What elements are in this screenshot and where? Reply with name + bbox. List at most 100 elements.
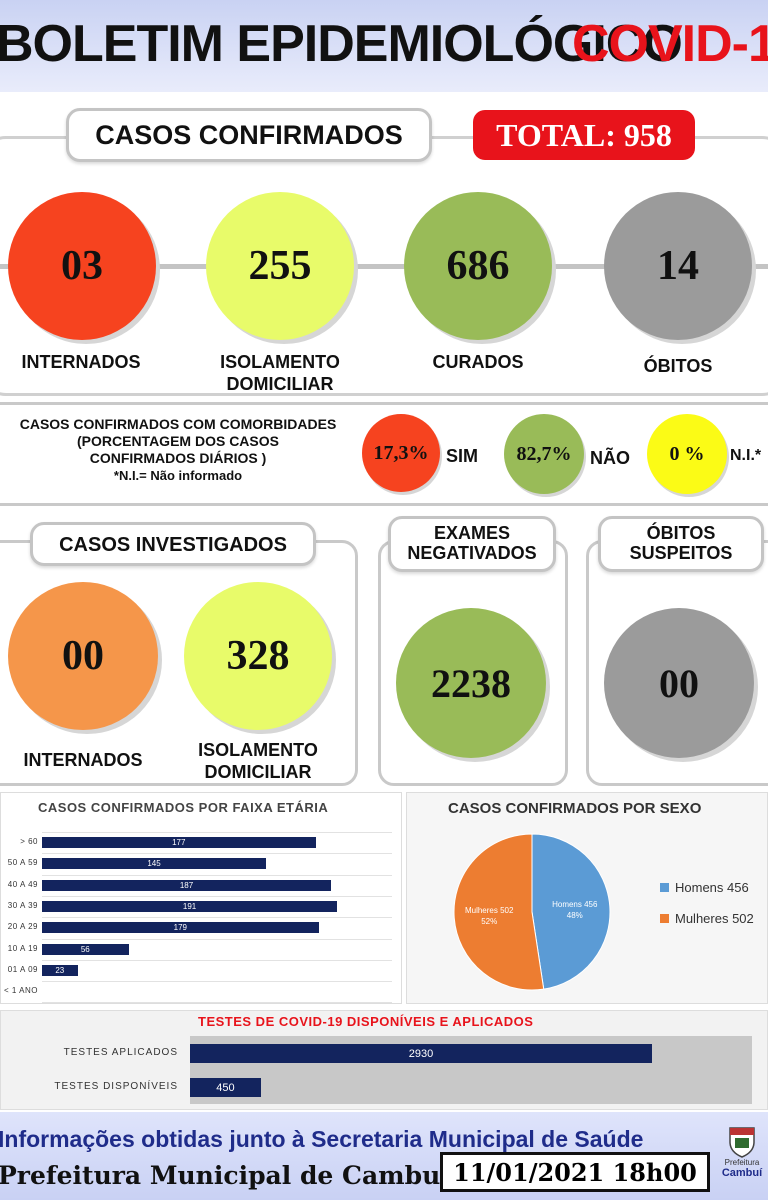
- age-axis-label: > 60: [20, 837, 38, 847]
- comorbid-yes-circle: 17,3%: [362, 414, 440, 492]
- investigated-hospitalized-label: INTERNADOS: [23, 750, 143, 770]
- tests-bar-track: [190, 1070, 752, 1104]
- age-gridline: [42, 1002, 392, 1004]
- confirmed-hospitalized-value: 03: [61, 243, 103, 289]
- confirmed-cured-circle: 686: [404, 192, 552, 340]
- footer-source: Informações obtidas junto à Secretaria M…: [0, 1126, 644, 1152]
- legend-swatch-women: [660, 914, 669, 923]
- suspect-deaths-value: 00: [659, 660, 699, 706]
- total-badge: TOTAL: 958: [473, 110, 695, 160]
- age-gridline: [42, 917, 392, 919]
- pie-slice-percent: 52%: [481, 917, 497, 926]
- prefecture-logo: Prefeitura Cambuí: [716, 1124, 768, 1198]
- investigated-hospitalized-circle: 00: [8, 582, 158, 730]
- age-bar: 179: [42, 922, 319, 934]
- age-gridline: [42, 853, 392, 855]
- pie-slice: [531, 833, 611, 990]
- header-banner: BOLETIM EPIDEMIOLÓGICO COVID-19: [0, 0, 768, 92]
- bulletin-title: BOLETIM EPIDEMIOLÓGICO: [0, 15, 683, 73]
- investigated-heading: CASOS INVESTIGADOS: [30, 522, 316, 566]
- comorbid-ni-circle: 0 %: [647, 414, 727, 494]
- confirmed-cured-label: CURADOS: [432, 352, 524, 372]
- comorbidities-line2: (PORCENTAGEM DOS CASOS: [77, 433, 279, 449]
- comorbidities-line1: CASOS CONFIRMADOS COM COMORBIDADES: [19, 416, 337, 432]
- age-gridline: [42, 874, 392, 876]
- comorbid-no-circle: 82,7%: [504, 414, 584, 494]
- sex-pie-chart: Homens 456 48% Mulheres 502 52%: [453, 833, 611, 991]
- tests-bar: 450: [190, 1078, 261, 1097]
- comorbid-yes-value: 17,3%: [373, 441, 429, 464]
- legend-label-men: Homens 456: [675, 880, 749, 895]
- confirmed-home-isolation-circle: 255: [206, 192, 354, 340]
- confirmed-deaths-label: ÓBITOS: [643, 356, 713, 376]
- age-bar: 23: [42, 964, 78, 976]
- negatives-heading-line2: NEGATIVADOS: [407, 542, 537, 563]
- sex-chart-title: CASOS CONFIRMADOS POR SEXO: [448, 800, 702, 817]
- age-bar: 145: [42, 858, 267, 870]
- age-gridline: [42, 959, 392, 961]
- age-bar: 56: [42, 943, 129, 955]
- connector-line: [0, 264, 768, 269]
- age-bar: 191: [42, 901, 338, 913]
- confirmed-hospitalized-circle: 03: [8, 192, 156, 340]
- confirmed-home-isolation-value: 255: [248, 243, 312, 289]
- age-axis-label: 30 A 39: [7, 901, 38, 911]
- age-gridline: [42, 895, 392, 897]
- comorbid-ni-label: N.I.*: [730, 447, 762, 464]
- suspect-deaths-circle: 00: [604, 608, 754, 758]
- age-axis-label: 40 A 49: [7, 879, 38, 889]
- footer-prefecture: Prefeitura Municipal de Cambuí: [0, 1161, 450, 1190]
- age-axis-label: 50 A 59: [7, 858, 38, 868]
- investigated-hospitalized-value: 00: [62, 633, 104, 679]
- negatives-heading: EXAMES NEGATIVADOS: [388, 516, 556, 572]
- comorbidities-line3: CONFIRMADOS DIÁRIOS ): [89, 450, 267, 466]
- comorbidities-note: *N.I.= Não informado: [113, 468, 243, 483]
- negatives-heading-line1: EXAMES: [433, 523, 511, 543]
- confirmed-heading: CASOS CONFIRMADOS: [66, 108, 432, 162]
- comorbidities-text: CASOS CONFIRMADOS COM COMORBIDADES (PORC…: [0, 416, 356, 484]
- sex-legend: Homens 456 Mulheres 502: [660, 880, 754, 926]
- age-chart-title: CASOS CONFIRMADOS POR FAIXA ETÁRIA: [38, 800, 329, 815]
- confirmed-deaths-circle: 14: [604, 192, 752, 340]
- comorbid-ni-value: 0 %: [669, 442, 705, 465]
- age-gridline: [42, 938, 392, 940]
- footer-date: 11/01/2021 18h00: [440, 1152, 710, 1192]
- age-axis-label: 01 A 09: [7, 964, 38, 974]
- age-axis-label: 20 A 29: [7, 922, 38, 932]
- legend-label-women: Mulheres 502: [675, 911, 754, 926]
- investigated-home-isolation-value: 328: [226, 633, 290, 679]
- suspect-deaths-heading-line2: SUSPEITOS: [629, 542, 733, 563]
- investigated-home-isolation-circle: 328: [184, 582, 332, 730]
- age-gridline: [42, 981, 392, 983]
- age-bar: 187: [42, 879, 331, 891]
- suspect-deaths-heading-line1: ÓBITOS: [646, 523, 716, 543]
- tests-chart-title: TESTES DE COVID-19 DISPONÍVEIS E APLICAD…: [198, 1014, 534, 1029]
- tests-bar: 2930: [190, 1044, 653, 1063]
- confirmed-deaths-value: 14: [657, 243, 699, 289]
- age-gridline: [42, 832, 392, 833]
- pie-slice-label: Homens 456: [552, 900, 598, 909]
- crest-icon: [729, 1127, 755, 1158]
- age-axis-label: < 1 ANO: [4, 986, 38, 996]
- comorbid-no-label: NÃO: [590, 448, 630, 468]
- legend-swatch-men: [660, 883, 669, 892]
- pie-slice: [453, 833, 545, 991]
- comorbid-no-value: 82,7%: [516, 442, 572, 465]
- investigated-home-isolation-label: ISOLAMENTO DOMICILIAR: [198, 740, 318, 782]
- comorbid-yes-label: SIM: [446, 446, 479, 466]
- age-axis-label: 10 A 19: [7, 943, 38, 953]
- negatives-value: 2238: [431, 660, 511, 706]
- confirmed-cured-value: 686: [446, 243, 510, 289]
- covid-title: COVID-19: [572, 15, 768, 73]
- logo-line2: Cambuí: [721, 1167, 763, 1179]
- pie-slice-label: Mulheres 502: [465, 906, 514, 915]
- legend-item-women: Mulheres 502: [660, 911, 754, 926]
- legend-item-men: Homens 456: [660, 880, 754, 895]
- pie-slice-percent: 48%: [567, 911, 583, 920]
- age-bar: 177: [42, 837, 316, 849]
- negatives-circle: 2238: [396, 608, 546, 758]
- tests-axis-label: TESTES APLICADOS: [63, 1047, 178, 1058]
- suspect-deaths-heading: ÓBITOS SUSPEITOS: [598, 516, 764, 572]
- footer-banner: Informações obtidas junto à Secretaria M…: [0, 1112, 768, 1200]
- tests-axis-label: TESTES DISPONÍVEIS: [54, 1081, 178, 1092]
